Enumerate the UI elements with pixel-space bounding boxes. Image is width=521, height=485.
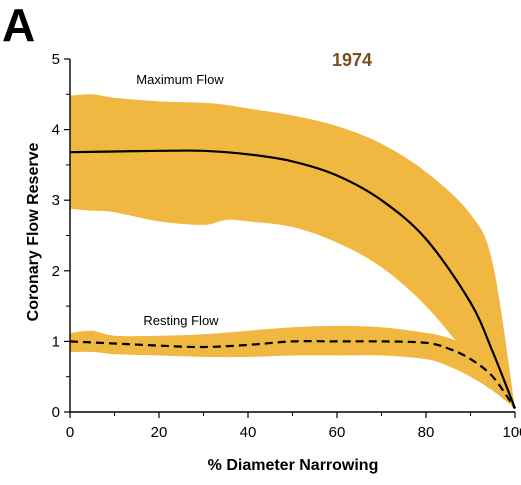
annotation-maximum-flow: Maximum Flow bbox=[136, 72, 224, 87]
y-tick-label: 5 bbox=[52, 51, 60, 68]
annotation-resting-flow: Resting Flow bbox=[143, 313, 219, 328]
x-tick-label: 0 bbox=[66, 424, 74, 441]
band-maximum-flow bbox=[70, 94, 515, 409]
x-tick-label: 80 bbox=[418, 424, 435, 441]
series-line-resting-flow bbox=[69, 340, 516, 410]
x-tick-label: 100 bbox=[502, 424, 521, 441]
y-tick-label: 3 bbox=[52, 192, 60, 209]
axes: 0 20 40 60 80 100 0 1 2 3 4 5 bbox=[52, 51, 521, 441]
x-tick-label: 60 bbox=[329, 424, 346, 441]
confidence-bands bbox=[70, 94, 515, 409]
chart-title: 1974 bbox=[332, 50, 372, 70]
x-tick-label: 20 bbox=[151, 424, 168, 441]
y-axis-title: Coronary Flow Reserve bbox=[25, 143, 42, 322]
y-tick-label: 1 bbox=[52, 333, 60, 350]
y-tick-label: 0 bbox=[52, 404, 60, 421]
x-tick-label: 40 bbox=[240, 424, 257, 441]
series-line-maximum-flow bbox=[69, 149, 517, 409]
series-lines bbox=[69, 149, 517, 410]
band-resting-flow bbox=[70, 325, 515, 409]
y-tick-label: 4 bbox=[52, 122, 60, 139]
x-axis-title: % Diameter Narrowing bbox=[208, 457, 379, 474]
panel-label: A bbox=[2, 0, 36, 51]
y-tick-label: 2 bbox=[52, 263, 60, 280]
